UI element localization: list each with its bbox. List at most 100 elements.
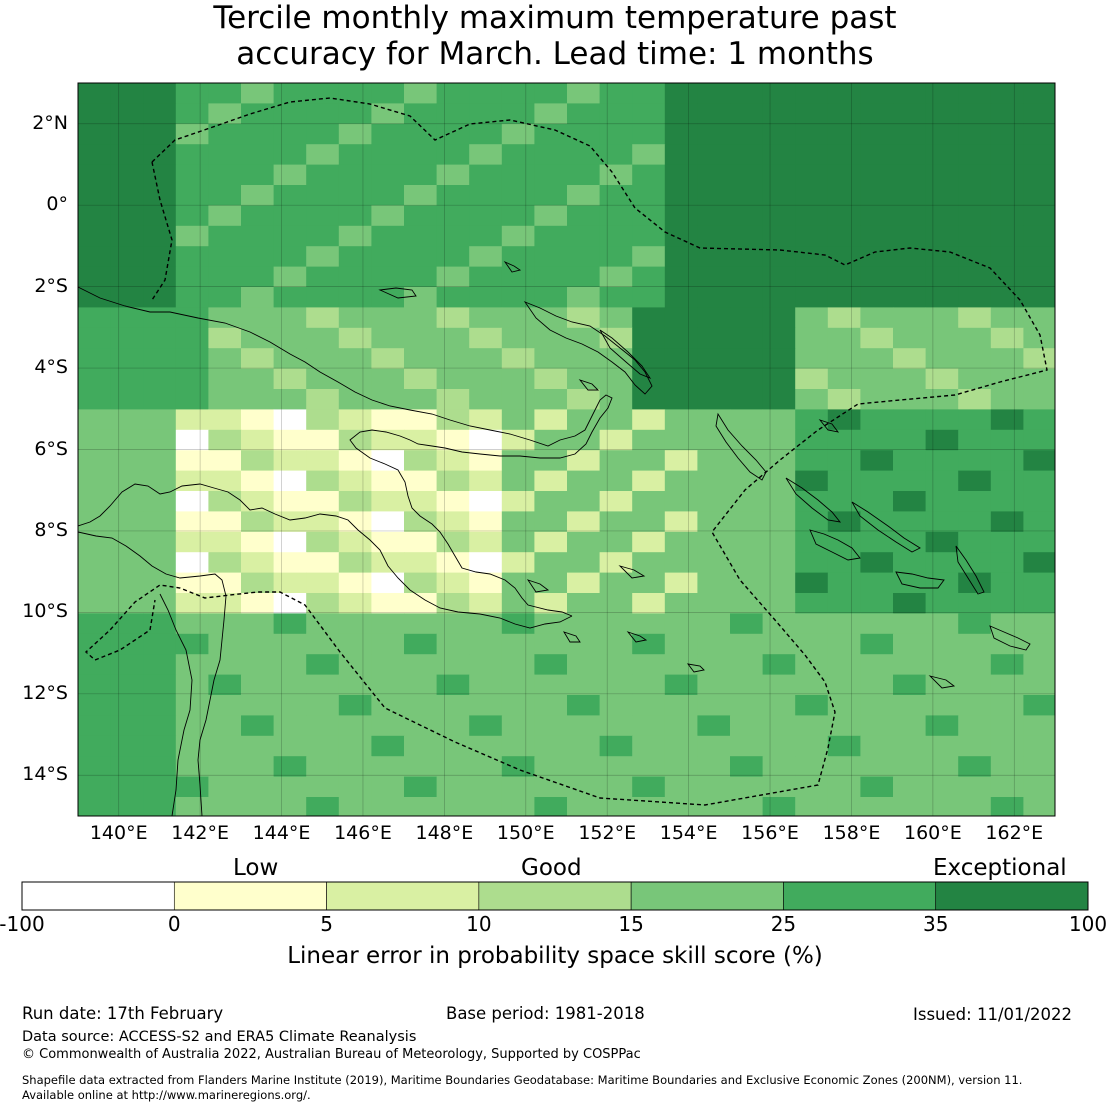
grid-cell (534, 797, 568, 816)
grid-cell (208, 389, 242, 410)
grid-cell (990, 654, 1024, 676)
grid-cell (501, 654, 535, 676)
colorbar-tick-label: 25 (770, 912, 797, 936)
grid-cell (273, 266, 307, 288)
grid-cell (567, 450, 601, 472)
grid-cell (599, 144, 633, 166)
grid-cell (306, 470, 340, 492)
grid-cell (306, 205, 340, 227)
grid-cell (110, 491, 144, 512)
grid-cell (241, 246, 275, 268)
grid-cell (599, 470, 633, 492)
grid-cell (534, 776, 568, 798)
grid-cell (925, 470, 959, 492)
grid-cell (730, 429, 764, 451)
grid-cell (436, 225, 470, 247)
grid-cell (273, 164, 307, 186)
grid-cell (110, 654, 144, 676)
grid-cell (534, 654, 568, 676)
grid-cell (241, 593, 275, 614)
grid-cell (175, 185, 209, 206)
grid-cell (143, 287, 177, 308)
grid-cell (469, 144, 503, 166)
grid-cell (762, 654, 796, 676)
grid-cell (110, 164, 144, 186)
grid-cell (567, 613, 601, 635)
grid-cell (567, 266, 601, 288)
grid-cell (958, 287, 992, 308)
grid-cell (1023, 225, 1055, 247)
grid-cell (306, 674, 340, 696)
grid-cell (730, 205, 764, 227)
grid-cell (78, 776, 112, 798)
grid-cell (501, 205, 535, 227)
grid-cell (958, 511, 992, 533)
grid-cell (925, 389, 959, 410)
grid-cell (208, 756, 242, 778)
grid-cell (664, 776, 698, 798)
grid-cell (860, 531, 894, 553)
grid-cell (925, 776, 959, 798)
title-line-1: Tercile monthly maximum temperature past (213, 0, 897, 36)
grid-cell (371, 368, 405, 390)
grid-cell (208, 735, 242, 757)
grid-cell (404, 287, 438, 308)
grid-cell (567, 776, 601, 798)
grid-cell (567, 633, 601, 655)
colorbar-segment (326, 881, 480, 911)
grid-cell (436, 797, 470, 816)
makira-coast (989, 625, 1031, 651)
grid-cell (762, 776, 796, 798)
grid-cell (632, 83, 666, 104)
dentrecasteaux-islands (526, 565, 646, 643)
grid-cell (338, 185, 372, 206)
grid-cell (371, 674, 405, 696)
grid-cell (338, 164, 372, 186)
grid-cell (632, 715, 666, 737)
grid-cell (143, 123, 177, 145)
new-guinea-south-coast (78, 483, 573, 629)
grid-cell (241, 776, 275, 798)
grid-cell (730, 123, 764, 145)
grid-cell (664, 307, 698, 329)
grid-cell (273, 83, 307, 104)
grid-cell (338, 103, 372, 125)
grid-cell (762, 674, 796, 696)
grid-cell (925, 552, 959, 574)
grid-cell (567, 695, 601, 716)
grid-cell (306, 185, 340, 206)
grid-cell (567, 83, 601, 104)
grid-cell (990, 123, 1024, 145)
grid-cell (762, 144, 796, 166)
grid-cell (1023, 511, 1055, 533)
grid-cell (175, 368, 209, 390)
grid-cell (795, 123, 829, 145)
grid-cell (990, 389, 1024, 410)
grid-cell (697, 613, 731, 635)
grid-cell (404, 368, 438, 390)
skill-score-grid (78, 83, 1055, 816)
grid-cell (404, 572, 438, 594)
grid-cell (78, 511, 112, 533)
grid-cell (1023, 531, 1055, 553)
grid-cell (534, 613, 568, 635)
grid-cell (404, 83, 438, 104)
grid-cell (110, 511, 144, 533)
grid-cell (990, 552, 1024, 574)
grid-cell (175, 164, 209, 186)
grid-cell (338, 368, 372, 390)
grid-cell (990, 327, 1024, 349)
grid-cell (78, 103, 112, 125)
grid-cell (534, 674, 568, 696)
grid-cell (925, 674, 959, 696)
grid-cell (241, 287, 275, 308)
grid-cell (664, 552, 698, 574)
grid-cell (893, 491, 927, 512)
grid-cell (827, 327, 861, 349)
grid-cell (958, 735, 992, 757)
grid-cell (371, 511, 405, 533)
grid-cell (338, 633, 372, 655)
grid-cell (273, 674, 307, 696)
grid-cell (730, 674, 764, 696)
